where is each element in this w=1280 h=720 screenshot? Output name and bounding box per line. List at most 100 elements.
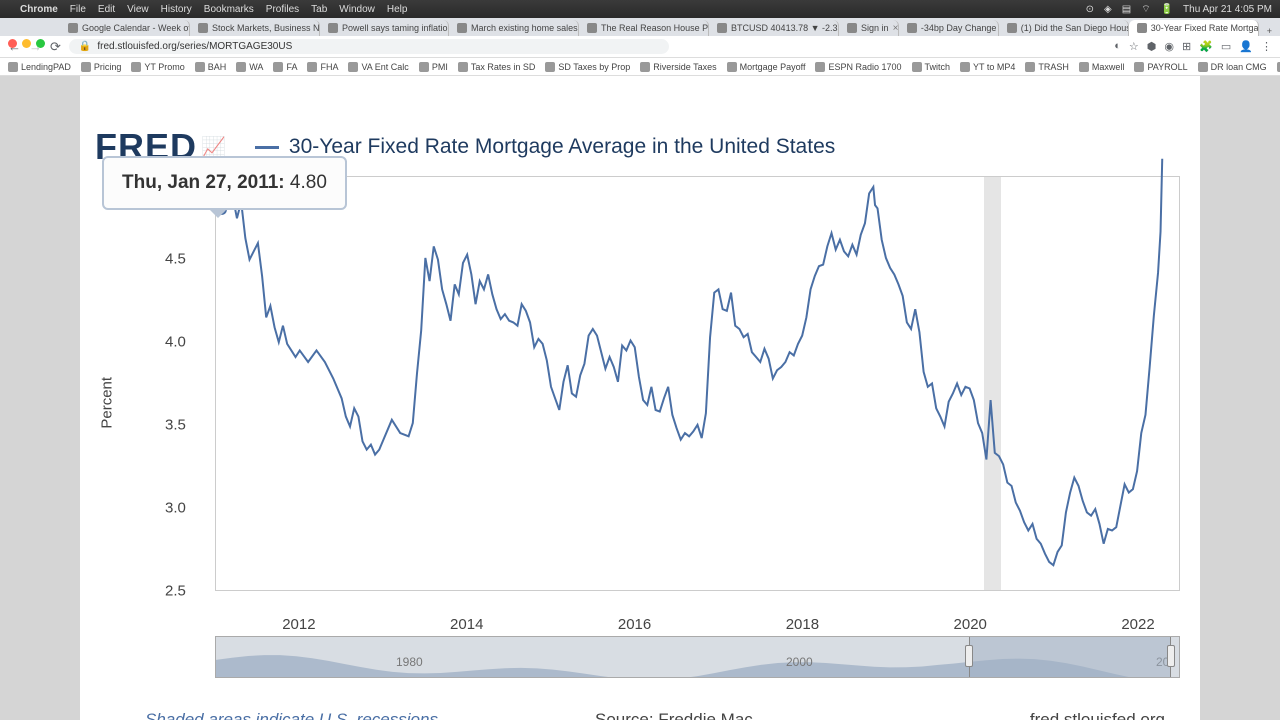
bookmark-item[interactable]: Mortgage Payoff (727, 62, 806, 72)
bookmark-icon (195, 62, 205, 72)
ext-icon[interactable]: ▭ (1221, 40, 1231, 53)
bookmark-item[interactable]: YT to MP4 (960, 62, 1015, 72)
browser-tab[interactable]: (1) Did the San Diego Housi× (999, 20, 1129, 36)
browser-tab[interactable]: 30-Year Fixed Rate Mortgag× (1129, 20, 1259, 36)
browser-tab[interactable]: Google Calendar - Week of A× (60, 20, 190, 36)
menu-help[interactable]: Help (387, 4, 408, 15)
profile-icon[interactable]: 👤 (1239, 40, 1253, 53)
bookmark-item[interactable]: FHA (307, 62, 338, 72)
tab-label: The Real Reason House Pric (601, 23, 709, 33)
favicon-icon (847, 23, 857, 33)
source-label: Source: Freddie Mac (595, 710, 753, 720)
bookmark-icon (1134, 62, 1144, 72)
page-content: FRED 📈 30-Year Fixed Rate Mortgage Avera… (80, 76, 1200, 720)
favicon-icon (457, 23, 467, 33)
bookmark-item[interactable]: TRASH (1025, 62, 1069, 72)
bookmark-item[interactable]: YT Promo (131, 62, 184, 72)
bookmarks-bar: LendingPAD Pricing YT Promo BAH WA FA FHA VA En… (0, 58, 1280, 76)
ext-icon[interactable]: ⬢ (1147, 40, 1157, 53)
tab-label: Sign in (861, 23, 889, 33)
browser-tab[interactable]: The Real Reason House Pric× (579, 20, 709, 36)
plot-area[interactable] (215, 176, 1180, 591)
legend-line (255, 146, 279, 149)
menu-file[interactable]: File (70, 4, 86, 15)
ext-icon[interactable]: ◐ (1114, 40, 1121, 53)
tab-label: Powell says taming inflation (342, 23, 449, 33)
y-tick-label: 3.5 (165, 417, 186, 434)
bookmark-item[interactable]: PMI (419, 62, 448, 72)
menu-window[interactable]: Window (339, 4, 375, 15)
bookmark-item[interactable]: Pricing (81, 62, 122, 72)
bookmark-item[interactable]: HELOCs (1277, 62, 1280, 72)
bookmark-icon (458, 62, 468, 72)
bookmark-item[interactable]: Tax Rates in SD (458, 62, 536, 72)
bookmark-item[interactable]: VA Ent Calc (348, 62, 408, 72)
bookmark-icon (419, 62, 429, 72)
bookmark-item[interactable]: WA (236, 62, 263, 72)
y-tick-label: 4.5 (165, 251, 186, 268)
ext-icon[interactable]: ☆ (1129, 40, 1139, 53)
favicon-icon (587, 23, 597, 33)
tab-label: Stock Markets, Business New (212, 23, 320, 33)
menu-tab[interactable]: Tab (311, 4, 327, 15)
ext-icon[interactable]: 🧩 (1199, 40, 1213, 53)
bookmark-item[interactable]: FA (273, 62, 297, 72)
ext-icon[interactable]: ◉ (1164, 40, 1174, 53)
ext-icon[interactable]: ⊞ (1182, 40, 1191, 53)
forward-button[interactable]: → (29, 39, 42, 54)
bookmark-item[interactable]: ESPN Radio 1700 (815, 62, 901, 72)
range-handle-left[interactable] (965, 645, 973, 667)
battery-icon[interactable]: 🔋 (1161, 4, 1173, 15)
bookmark-item[interactable]: Maxwell (1079, 62, 1125, 72)
browser-tab[interactable]: -34bp Day Change× (899, 20, 999, 36)
browser-tab[interactable]: BTCUSD 40413.78 ▼ -2.33%× (709, 20, 839, 36)
bookmark-icon (815, 62, 825, 72)
clock[interactable]: Thu Apr 21 4:05 PM (1183, 4, 1272, 15)
navigator-selection[interactable] (969, 637, 1172, 677)
close-tab-icon[interactable]: × (893, 23, 899, 34)
browser-tab[interactable]: Powell says taming inflation× (320, 20, 449, 36)
wifi-icon[interactable]: ⌔ (1141, 3, 1150, 16)
bookmark-item[interactable]: DR loan CMG (1198, 62, 1267, 72)
bookmark-item[interactable]: Twitch (912, 62, 951, 72)
status-icon[interactable]: ⊙ (1086, 4, 1094, 15)
new-tab-button[interactable]: + (1259, 26, 1280, 36)
menu-bookmarks[interactable]: Bookmarks (204, 4, 254, 15)
menu-profiles[interactable]: Profiles (266, 4, 299, 15)
mac-menubar: Chrome File Edit View History Bookmarks … (0, 0, 1280, 18)
chart-title: 30-Year Fixed Rate Mortgage Average in t… (289, 135, 835, 159)
tab-label: March existing home sales fa (471, 23, 579, 33)
status-icon[interactable]: ◈ (1104, 4, 1112, 15)
chart-area[interactable]: Percent 2.53.03.54.04.55.0 2012201420162… (105, 176, 1185, 715)
y-axis-label: Percent (99, 376, 116, 428)
page-viewport: FRED 📈 30-Year Fixed Rate Mortgage Avera… (0, 76, 1280, 720)
menu-app[interactable]: Chrome (20, 4, 58, 15)
range-handle-right[interactable] (1167, 645, 1175, 667)
menu-edit[interactable]: Edit (98, 4, 115, 15)
reload-button[interactable]: ⟳ (50, 39, 61, 55)
menu-history[interactable]: History (161, 4, 192, 15)
bookmark-item[interactable]: SD Taxes by Prop (545, 62, 630, 72)
menu-icon[interactable]: ⋮ (1261, 40, 1272, 53)
bookmark-icon (81, 62, 91, 72)
browser-tab[interactable]: March existing home sales fa× (449, 20, 579, 36)
range-navigator[interactable]: 1980200020 (215, 636, 1180, 678)
address-bar: ← → ⟳ 🔒 fred.stlouisfed.org/series/MORTG… (0, 36, 1280, 58)
url-input[interactable]: 🔒 fred.stlouisfed.org/series/MORTGAGE30U… (69, 39, 669, 54)
recession-note: Shaded areas indicate U.S. recessions. (145, 710, 443, 720)
bookmark-item[interactable]: PAYROLL (1134, 62, 1187, 72)
navigator-label: 2000 (786, 655, 813, 669)
browser-tab[interactable]: Stock Markets, Business New× (190, 20, 320, 36)
bookmark-icon (640, 62, 650, 72)
bookmark-item[interactable]: LendingPAD (8, 62, 71, 72)
menu-view[interactable]: View (127, 4, 149, 15)
favicon-icon (1137, 23, 1147, 33)
bookmark-item[interactable]: Riverside Taxes (640, 62, 716, 72)
bookmark-item[interactable]: BAH (195, 62, 227, 72)
chart-tooltip: Thu, Jan 27, 2011: 4.80 (102, 156, 347, 210)
close-button[interactable] (8, 39, 17, 48)
browser-tab[interactable]: Sign in × (839, 20, 899, 36)
bookmark-icon (236, 62, 246, 72)
status-icon[interactable]: ▤ (1122, 4, 1131, 15)
bookmark-icon (307, 62, 317, 72)
